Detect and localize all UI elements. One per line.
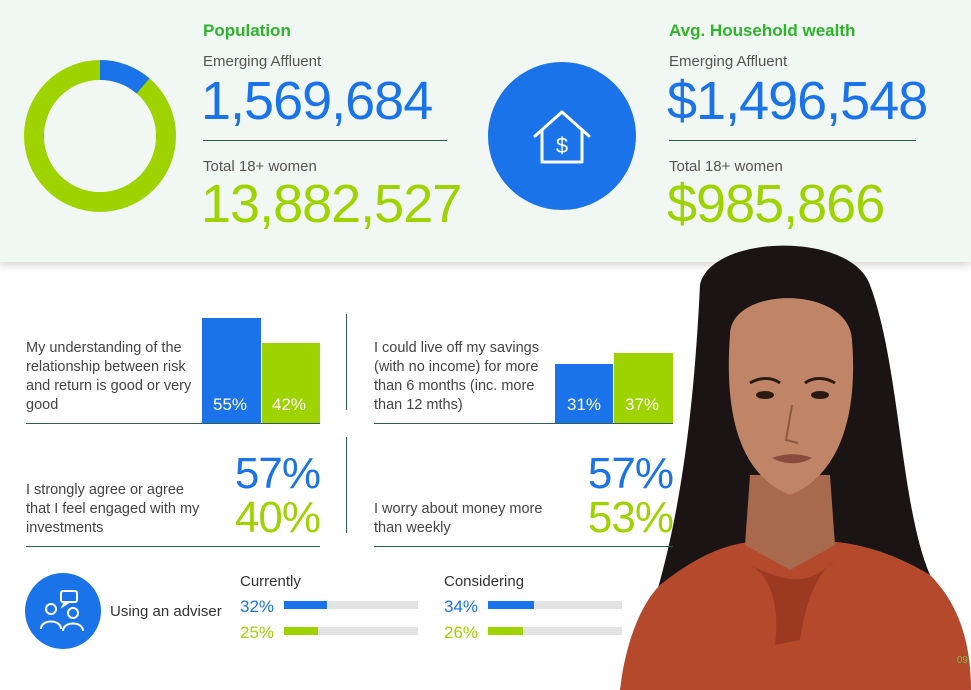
population-affluent-label: Emerging Affluent xyxy=(203,53,322,70)
population-affluent-value: 1,569,684 xyxy=(201,71,433,131)
question-3-text: I strongly agree or agree that I feel en… xyxy=(26,482,200,536)
question-2-text: I could live off my savings (with no inc… xyxy=(374,340,539,413)
considering-total-fill xyxy=(488,627,523,635)
currently-total-pct: 25% xyxy=(240,623,275,642)
considering-affluent-pct: 34% xyxy=(444,597,479,616)
currently-affluent-progress xyxy=(284,601,418,609)
currently-label: Currently xyxy=(240,573,301,590)
population-total-value: 13,882,527 xyxy=(201,174,462,234)
divider xyxy=(346,314,347,410)
q3-affluent-value: 57% xyxy=(234,449,321,498)
divider xyxy=(346,437,347,533)
woman-portrait-image xyxy=(620,245,971,690)
q4-affluent-value: 57% xyxy=(587,449,674,498)
page-number: 09 xyxy=(956,655,968,666)
q3-total-value: 40% xyxy=(234,493,321,542)
wealth-total-label: Total 18+ women xyxy=(669,158,783,175)
q4-total-value: 53% xyxy=(587,493,674,542)
population-title: Population xyxy=(203,21,291,40)
donut-hole xyxy=(44,80,156,192)
currently-affluent-pct: 32% xyxy=(240,597,275,616)
considering-label: Considering xyxy=(444,573,525,590)
question-1-text: My understanding of the relationship bet… xyxy=(26,340,192,413)
q2-bar-total xyxy=(614,353,673,423)
adviser-label: Using an adviser xyxy=(110,603,222,620)
q2-bar-affluent xyxy=(555,364,613,423)
question-4-text: I worry about money more than weekly xyxy=(374,501,543,536)
q2-bar-affluent-label: 31% xyxy=(567,395,602,414)
considering-affluent-fill xyxy=(488,601,534,609)
people-conversation-glyph xyxy=(40,590,84,632)
wealth-affluent-value: $1,496,548 xyxy=(667,71,928,131)
house-dollar-glyph: $ xyxy=(533,110,591,164)
wealth-title: Avg. Household wealth xyxy=(669,21,856,40)
q1-bar-total xyxy=(262,343,320,423)
people-conversation-icon xyxy=(25,573,101,649)
q1-bar-affluent-label: 55% xyxy=(213,395,248,414)
divider xyxy=(669,140,916,141)
currently-total-progress xyxy=(284,627,418,635)
house-dollar-icon: $ xyxy=(488,62,636,210)
donut-segment-affluent xyxy=(99,60,150,94)
population-donut-chart xyxy=(24,60,176,212)
divider xyxy=(374,423,673,424)
divider xyxy=(203,140,447,141)
divider xyxy=(26,423,320,424)
considering-affluent-progress xyxy=(488,601,622,609)
currently-affluent-fill xyxy=(284,601,327,609)
divider xyxy=(374,546,673,547)
wealth-total-value: $985,866 xyxy=(667,174,885,234)
q1-bar-affluent xyxy=(202,318,261,423)
considering-total-pct: 26% xyxy=(444,623,479,642)
svg-text:$: $ xyxy=(556,133,568,158)
considering-total-progress xyxy=(488,627,622,635)
q1-bar-total-label: 42% xyxy=(272,395,307,414)
population-total-label: Total 18+ women xyxy=(203,158,317,175)
currently-total-fill xyxy=(284,627,318,635)
q2-bar-total-label: 37% xyxy=(625,395,660,414)
wealth-affluent-label: Emerging Affluent xyxy=(669,53,788,70)
divider xyxy=(26,546,320,547)
